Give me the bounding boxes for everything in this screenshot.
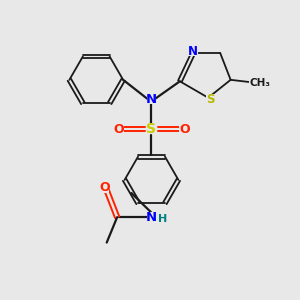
Bar xyxy=(147,94,156,104)
Bar xyxy=(147,212,156,222)
Text: H: H xyxy=(158,214,167,224)
Text: CH₃: CH₃ xyxy=(249,78,270,88)
Bar xyxy=(249,78,270,88)
Text: S: S xyxy=(146,122,157,136)
Text: N: N xyxy=(188,45,198,58)
Text: O: O xyxy=(179,123,190,136)
Text: O: O xyxy=(99,182,110,194)
Text: N: N xyxy=(146,93,157,106)
Bar xyxy=(188,47,198,56)
Bar xyxy=(206,94,215,104)
Text: O: O xyxy=(113,123,124,136)
Text: S: S xyxy=(206,93,215,106)
Bar xyxy=(99,183,109,193)
Bar xyxy=(147,124,156,134)
Bar xyxy=(179,124,189,134)
Text: N: N xyxy=(146,211,157,224)
Bar xyxy=(114,124,124,134)
